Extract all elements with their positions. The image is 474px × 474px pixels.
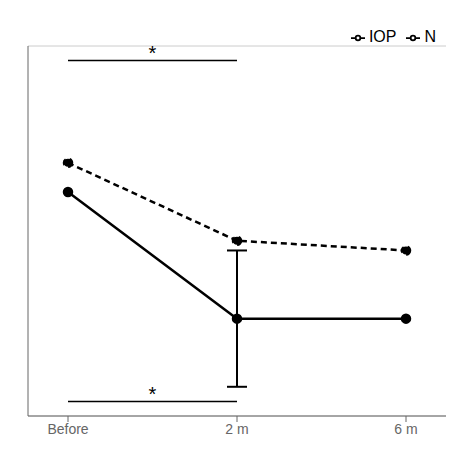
- html-text:IOP: IOP: [368, 28, 397, 45]
- svg-text:Before: Before: [47, 421, 88, 437]
- svg-text:*: *: [149, 383, 157, 405]
- svg-text:2 m: 2 m: [225, 421, 248, 437]
- svg-text:*: *: [149, 42, 157, 64]
- html-text:N: N: [424, 28, 436, 45]
- svg-text:6 m: 6 m: [394, 421, 417, 437]
